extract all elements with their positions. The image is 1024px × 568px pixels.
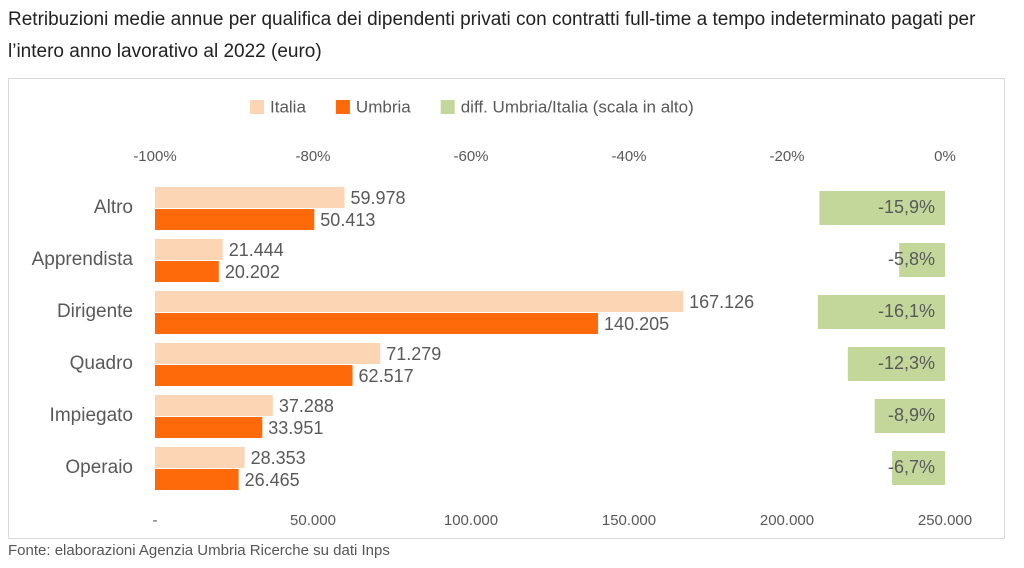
bar [155, 239, 223, 260]
diff-bar [817, 295, 945, 329]
bar [155, 417, 263, 438]
x-tick-label: 150.000 [602, 512, 656, 529]
value-label: -6,7% [888, 457, 935, 477]
chart-frame [8, 78, 1005, 539]
bar [155, 261, 219, 282]
value-label: -5,8% [888, 249, 935, 269]
legend-swatch [250, 100, 264, 114]
value-label: -12,3% [878, 353, 935, 373]
value-label: 26.465 [245, 470, 300, 490]
bar [155, 291, 684, 312]
x-tick-label: 250.000 [918, 512, 972, 529]
diff-bar [892, 451, 945, 485]
diff-bar [847, 347, 945, 381]
x2-tick-label: -80% [295, 148, 330, 165]
bar [155, 343, 381, 364]
category-label: Operaio [65, 457, 133, 478]
diff-bar [819, 191, 945, 225]
x-tick-label: 200.000 [760, 512, 814, 529]
x2-tick-label: -60% [453, 148, 488, 165]
x-tick-label: - [153, 512, 158, 529]
legend-swatch [335, 100, 350, 114]
bar [155, 187, 345, 208]
value-label: 62.517 [359, 366, 414, 386]
x2-tick-label: -40% [611, 148, 646, 165]
x2-tick-label: -20% [769, 148, 804, 165]
value-label: -16,1% [878, 301, 935, 321]
value-label: 50.413 [320, 210, 375, 230]
chart-title: Retribuzioni medie annue per qualifica d… [8, 9, 976, 62]
value-label: 28.353 [251, 448, 306, 468]
legend-swatch [440, 100, 455, 114]
bar [155, 447, 245, 468]
value-label: 20.202 [225, 262, 280, 282]
bar [155, 469, 239, 490]
bar [155, 395, 273, 416]
diff-bar [874, 399, 945, 433]
bar [155, 209, 315, 230]
category-label: Apprendista [32, 249, 134, 270]
value-label: 21.444 [229, 240, 284, 260]
x2-tick-label: 0% [934, 148, 956, 165]
category-label: Impiegato [50, 405, 133, 426]
x2-tick-label: -100% [133, 148, 176, 165]
value-label: -8,9% [888, 405, 935, 425]
x-tick-label: 50.000 [290, 512, 336, 529]
value-label: 140.205 [604, 314, 669, 334]
x-tick-label: 100.000 [444, 512, 498, 529]
value-label: 59.978 [351, 188, 406, 208]
legend-label: diff. Umbria/Italia (scala in alto) [461, 97, 694, 116]
legend-label: Umbria [356, 97, 411, 116]
category-label: Quadro [70, 353, 133, 374]
legend-label: Italia [270, 97, 306, 116]
bar [155, 365, 353, 386]
value-label: 167.126 [689, 292, 754, 312]
value-label: 33.951 [268, 418, 323, 438]
value-label: -15,9% [878, 197, 935, 217]
value-label: 71.279 [386, 344, 441, 364]
chart: Italia Umbria diff. Umbria/Italia (scala i… [8, 78, 1005, 539]
value-label: 37.288 [279, 396, 334, 416]
bar [155, 313, 599, 334]
diff-bar [899, 243, 945, 277]
source-note: Fonte: elaborazioni Agenzia Umbria Ricer… [8, 542, 390, 559]
category-label: Dirigente [57, 301, 133, 322]
category-label: Altro [94, 197, 133, 218]
